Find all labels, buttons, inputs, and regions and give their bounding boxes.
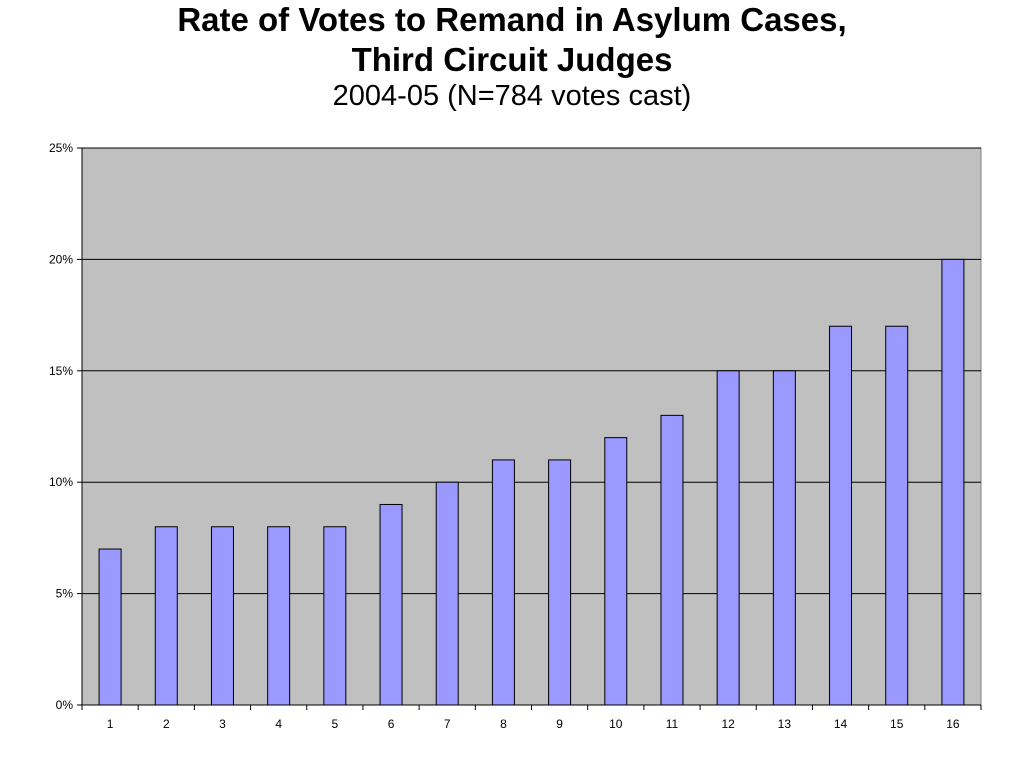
y-tick-label: 0%: [56, 698, 74, 712]
bar-14: [829, 325, 853, 706]
bars: [98, 258, 965, 706]
x-tick-label: 7: [444, 717, 451, 731]
bar-16: [941, 258, 965, 706]
y-tick-label: 20%: [49, 252, 73, 266]
x-tick-label: 12: [721, 717, 735, 731]
bar-6: [379, 503, 403, 706]
x-tick-label: 10: [609, 717, 623, 731]
bar-9: [548, 459, 572, 706]
x-tick-label: 8: [500, 717, 507, 731]
x-tick-label: 3: [219, 717, 226, 731]
chart-title-line-1: Rate of Votes to Remand in Asylum Cases,: [177, 1, 847, 38]
x-tick-label: 11: [666, 717, 679, 731]
x-tick-label: 9: [556, 717, 563, 731]
x-tick-label: 5: [332, 717, 339, 731]
bar-15: [885, 325, 909, 706]
chart-subtitle: 2004-05 (N=784 votes cast): [332, 80, 692, 112]
x-tick-label: 2: [163, 717, 170, 731]
bar-8: [491, 459, 515, 706]
bar-5: [323, 526, 347, 706]
x-tick-label: 14: [834, 717, 848, 731]
y-tick-label: 15%: [49, 364, 73, 378]
x-tick-label: 16: [946, 717, 960, 731]
y-tick-label: 5%: [56, 587, 74, 601]
x-tick-label: 6: [388, 717, 395, 731]
chart-title-line-2: Third Circuit Judges: [351, 41, 673, 78]
bar-1: [98, 548, 122, 706]
chart-title-block: Rate of Votes to Remand in Asylum Cases,…: [0, 0, 1024, 116]
bar-3: [210, 526, 234, 706]
bar-12: [716, 370, 740, 706]
bar-4: [267, 526, 291, 706]
x-tick-labels: 1 2 3 4 5 6 7 8 9 10 11 12 13 14 15 16: [107, 717, 960, 731]
x-tick-label: 13: [778, 717, 792, 731]
bar-13: [772, 370, 796, 706]
axes: [77, 147, 982, 710]
bar-7: [435, 481, 459, 706]
y-tick-label: 25%: [49, 141, 73, 155]
x-tick-label: 15: [890, 717, 904, 731]
y-tick-labels: 0% 5% 10% 15% 20% 25%: [49, 141, 73, 712]
bar-2: [154, 526, 178, 706]
x-tick-label: 1: [107, 717, 114, 731]
bar-11: [660, 414, 684, 706]
y-tick-label: 10%: [49, 475, 73, 489]
bar-10: [604, 437, 628, 706]
x-tick-label: 4: [275, 717, 282, 731]
